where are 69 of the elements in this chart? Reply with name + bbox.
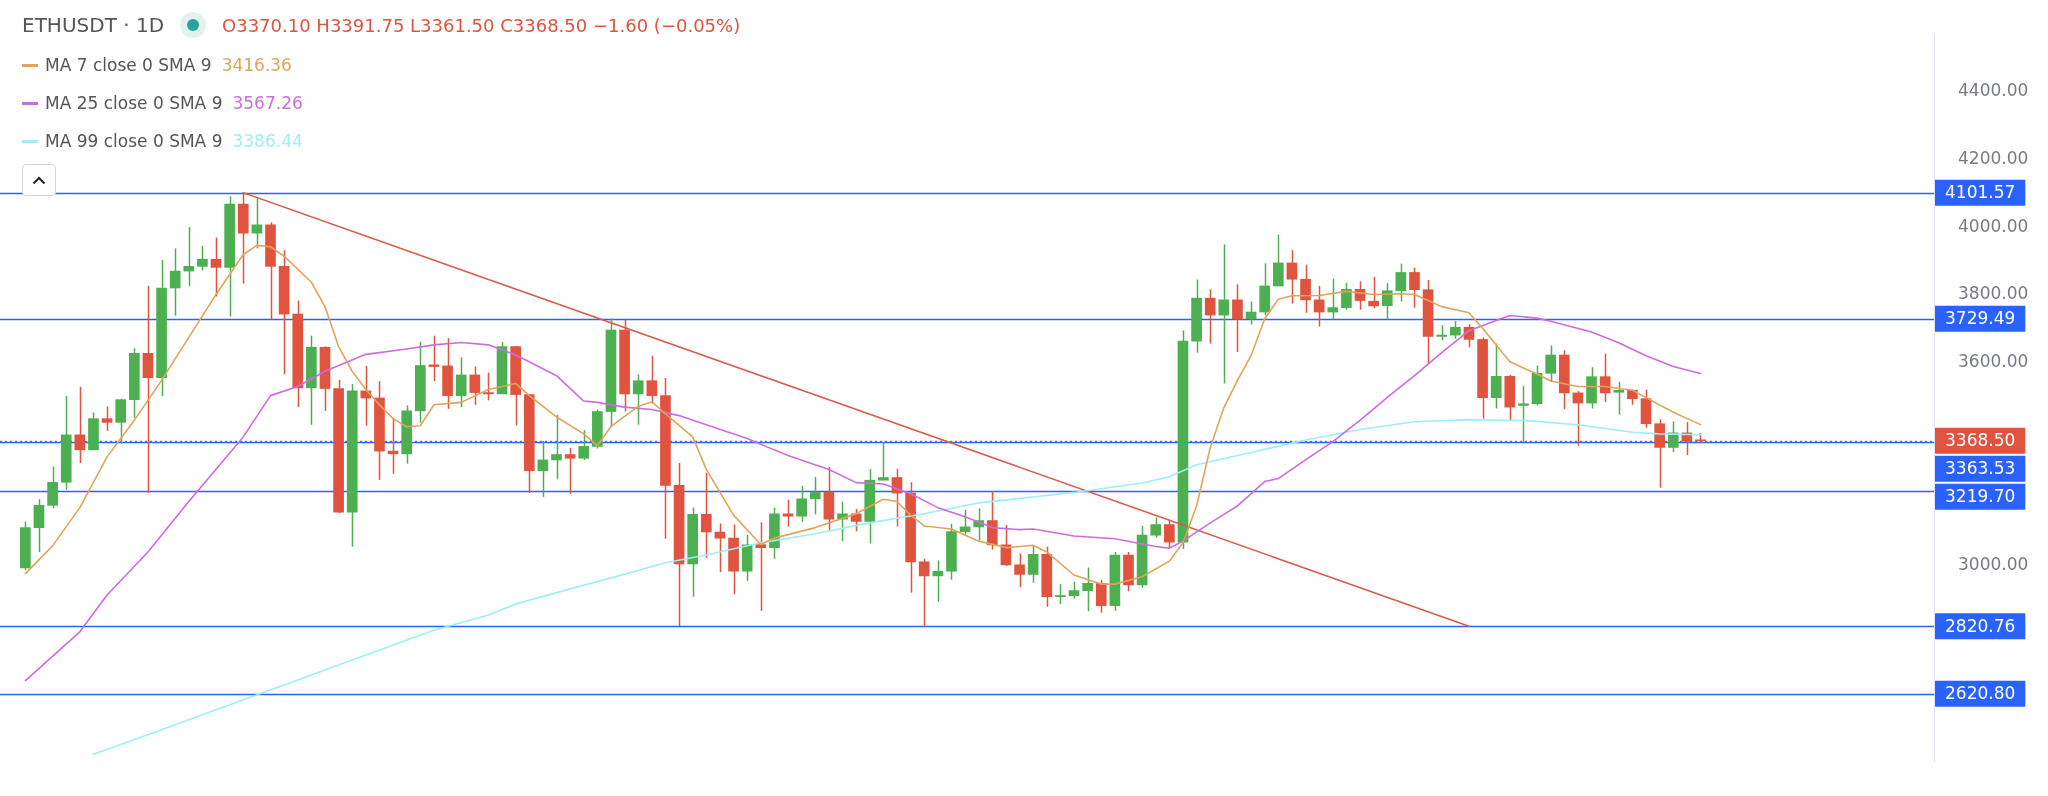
candlestick [796, 485, 807, 523]
annotation: 3416.36 [221, 54, 292, 77]
candlestick [210, 236, 222, 298]
candlestick [918, 558, 930, 628]
y-tick-label: 4200.00 [1958, 147, 2029, 168]
candlestick [755, 521, 767, 612]
candlestick [878, 441, 889, 481]
candlestick [183, 226, 195, 287]
candlestick [646, 354, 658, 405]
candlestick [1300, 263, 1311, 314]
ref-line-label: 2620.80 [1944, 683, 2016, 704]
chart-subtitle: O3370.10 H3391.75 L3361.50 C3368.50 −1.60 (−0.05%) [222, 14, 741, 36]
candlestick [483, 371, 494, 402]
candlestick [1027, 544, 1039, 584]
candlestick [564, 447, 576, 495]
y-tick-label: 3800.00 [1958, 283, 2029, 304]
candlestick [1409, 266, 1420, 309]
legend-label: MA 99 close 0 SMA 9 [45, 130, 223, 153]
candlestick [1286, 249, 1298, 305]
candlestick [1082, 566, 1093, 612]
candlestick [455, 356, 467, 408]
candlestick [1613, 381, 1625, 416]
candlestick [578, 429, 590, 461]
candlestick [169, 247, 181, 317]
candlestick [47, 465, 58, 510]
candlestick [1150, 516, 1162, 539]
candlestick [33, 498, 45, 553]
ref-line-label: 3363.53 [1944, 458, 2016, 479]
candlestick [1327, 277, 1339, 320]
candlestick [700, 472, 712, 559]
ref-line-label: 4101.57 [1944, 182, 2016, 203]
candlestick [1232, 283, 1243, 353]
candlestick [115, 397, 127, 445]
candlestick [1341, 282, 1352, 311]
annotation: 3386.44 [232, 130, 303, 153]
candlestick [932, 559, 944, 603]
legend-label: MA 25 close 0 SMA 9 [45, 92, 223, 115]
ref-line-label: 3368.50 [1944, 430, 2016, 451]
candlestick [537, 440, 549, 498]
annotation: 3567.26 [232, 92, 303, 115]
candlestick [1014, 552, 1025, 588]
candlestick [251, 197, 263, 250]
y-tick-label: 3600.00 [1958, 350, 2029, 371]
ref-line-label: 3729.49 [1944, 308, 2016, 329]
candlestick [101, 405, 113, 432]
y-tick-label: 3000.00 [1958, 553, 2029, 574]
ref-line-label: 3219.70 [1944, 486, 2016, 507]
candlestick [197, 244, 208, 272]
candlestick [1272, 233, 1284, 287]
candlestick [1381, 282, 1393, 320]
candlestick [809, 476, 821, 516]
y-tick-label: 4000.00 [1958, 215, 2029, 236]
ref-line-label: 2820.76 [1944, 615, 2016, 636]
candlestick [1164, 519, 1175, 549]
candlestick [1055, 583, 1066, 605]
candlestick [469, 365, 481, 406]
candlestick [1218, 243, 1230, 385]
candlestick [632, 373, 644, 426]
y-tick-label: 4400.00 [1958, 80, 2029, 101]
candlestick [1545, 344, 1557, 383]
candlestick [1518, 385, 1529, 443]
candlestick [551, 414, 562, 480]
candlestick [782, 499, 794, 528]
candlestick [1368, 276, 1379, 310]
candlestick [1395, 262, 1407, 303]
candlestick [1204, 288, 1216, 345]
chart-title: ETHUSDT · 1D [22, 13, 165, 37]
legend-label: MA 7 close 0 SMA 9 [45, 54, 212, 77]
candlestick [1095, 578, 1107, 614]
